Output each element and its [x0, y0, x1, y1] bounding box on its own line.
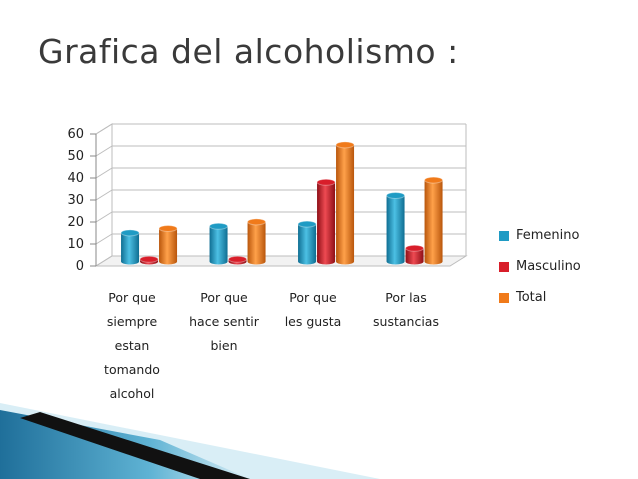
legend-swatch	[499, 230, 509, 241]
bar-base	[405, 258, 424, 265]
bar-femenino	[120, 229, 140, 265]
bar-base	[386, 258, 405, 265]
legend-item-total: Total	[499, 282, 581, 313]
y-tick-label: 40	[67, 171, 84, 186]
bar-body	[247, 221, 266, 262]
bar-total	[158, 225, 178, 265]
bar-base	[209, 258, 228, 265]
x-tick-label: Por que hace sentir bien	[189, 290, 259, 353]
gridline-diagonal	[95, 211, 113, 223]
bar-cap	[228, 255, 248, 263]
y-tick-label: 20	[67, 215, 84, 230]
bar-cap	[297, 220, 317, 228]
bar-cap	[120, 229, 140, 237]
bar-body	[405, 248, 424, 262]
bar-cap	[335, 141, 355, 149]
gridline-diagonal	[95, 255, 113, 267]
bar-base	[336, 258, 355, 265]
bar-base	[121, 258, 140, 265]
chart-bars	[120, 141, 444, 265]
slide-title: Grafica del alcoholismo :	[38, 32, 459, 71]
bar-body	[424, 180, 443, 262]
bar-base	[159, 258, 178, 265]
bar-masculino	[316, 178, 336, 265]
y-axis-ticks: 0 10 20 30 40 50 60	[67, 127, 97, 274]
gridline-diagonal	[95, 123, 113, 135]
y-tick-label: 60	[67, 127, 84, 142]
y-tick-label: 0	[76, 259, 84, 274]
bar-total	[424, 176, 444, 265]
y-tick-label: 50	[67, 149, 84, 164]
bar-femenino	[209, 222, 229, 265]
bar-cap	[405, 244, 425, 252]
footer-swoosh-dark	[20, 412, 250, 479]
y-tick-label: 10	[67, 237, 84, 252]
bar-total	[335, 141, 355, 265]
chart-legend: Femenino Masculino Total	[499, 220, 581, 313]
gridline-diagonal	[95, 167, 113, 179]
legend-item-masculino: Masculino	[499, 251, 581, 282]
chart-gridlines	[94, 123, 468, 267]
bar-femenino	[297, 220, 317, 265]
x-tick-label: Por que les gusta	[284, 290, 342, 329]
bar-cap	[424, 176, 444, 184]
bar-masculino	[139, 255, 159, 265]
gridline-diagonal	[95, 189, 113, 201]
gridline-diagonal	[95, 145, 113, 157]
bar-base	[298, 258, 317, 265]
bar-cap	[158, 225, 178, 232]
bar-body	[159, 228, 178, 262]
bar-body	[336, 144, 355, 262]
bar-body	[121, 232, 140, 262]
bar-body	[386, 195, 405, 262]
legend-label: Total	[516, 290, 547, 305]
bar-masculino	[405, 244, 425, 265]
bar-femenino	[386, 192, 406, 265]
bar-masculino	[228, 255, 248, 265]
bar-cap	[209, 222, 229, 230]
x-tick-label: Por las sustancias	[373, 290, 439, 329]
x-tick-label: Por que siempre estan tomando alcohol	[104, 290, 160, 401]
bar-cap	[316, 178, 336, 186]
bar-body	[317, 182, 336, 262]
bar-base	[247, 258, 266, 265]
bar-base	[317, 258, 336, 265]
legend-swatch	[499, 292, 509, 303]
y-tick-label: 30	[67, 193, 84, 208]
footer-decoration	[0, 403, 380, 479]
bar-cap	[247, 218, 267, 226]
bar-total	[247, 218, 267, 265]
bar-body	[298, 224, 317, 262]
legend-item-femenino: Femenino	[499, 220, 581, 251]
legend-label: Femenino	[516, 228, 580, 243]
bar-cap	[386, 192, 406, 199]
legend-swatch	[499, 261, 509, 272]
legend-label: Masculino	[516, 259, 581, 274]
bar-body	[209, 226, 228, 262]
gridline-diagonal	[95, 233, 113, 245]
bar-cap	[139, 255, 159, 263]
bar-base	[424, 258, 443, 265]
